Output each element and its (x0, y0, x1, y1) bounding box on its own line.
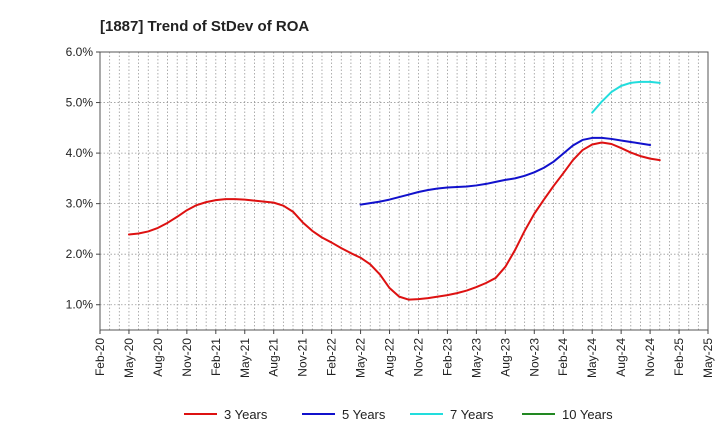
x-tick-label: Aug-20 (151, 338, 165, 377)
x-tick-label: May-21 (238, 338, 252, 378)
y-tick-label: 6.0% (66, 45, 94, 59)
series-line-3-years (127, 141, 661, 301)
x-tick-label: Nov-20 (180, 338, 194, 377)
plot-border (99, 51, 709, 331)
x-axis: Feb-20 May-20 Aug-20 Nov-20 Feb-21 May-21 Aug-… (93, 330, 715, 378)
x-tick-label: May-23 (469, 338, 483, 378)
x-tick-label: May-24 (585, 338, 599, 378)
x-tick-label: Feb-21 (209, 338, 223, 376)
legend-label: 10 Years (562, 407, 613, 422)
y-axis: 1.0% 2.0% 3.0% 4.0% 5.0% 6.0% (66, 45, 100, 312)
x-tick-label: Feb-24 (556, 338, 570, 376)
x-tick-label: Aug-21 (267, 338, 281, 377)
x-tick-label: Aug-23 (498, 338, 512, 377)
series-line-5-years (359, 136, 652, 206)
series-lines (127, 80, 661, 301)
x-tick-label: Nov-23 (527, 338, 541, 377)
legend: 3 Years 5 Years 7 Years 10 Years (184, 407, 613, 422)
x-tick-label: Aug-24 (614, 338, 628, 377)
legend-label: 5 Years (342, 407, 386, 422)
plot-area (99, 51, 709, 331)
y-tick-label: 3.0% (66, 197, 94, 211)
x-tick-label: Feb-23 (440, 338, 454, 376)
x-tick-label: Aug-22 (383, 338, 397, 377)
y-tick-label: 1.0% (66, 298, 94, 312)
series-line-7-years (591, 80, 661, 114)
legend-label: 3 Years (224, 407, 268, 422)
x-tick-label: May-20 (122, 338, 136, 378)
x-tick-label: May-22 (354, 338, 368, 378)
x-tick-label: May-25 (701, 338, 715, 378)
y-tick-label: 5.0% (66, 96, 94, 110)
y-tick-label: 4.0% (66, 146, 94, 160)
x-tick-label: Feb-22 (325, 338, 339, 376)
x-tick-label: Nov-22 (411, 338, 425, 377)
x-tick-label: Feb-25 (672, 338, 686, 376)
x-tick-label: Nov-21 (296, 338, 310, 377)
x-tick-label: Nov-24 (643, 338, 657, 377)
chart-title: [1887] Trend of StDev of ROA (100, 18, 309, 35)
y-tick-label: 2.0% (66, 247, 94, 261)
x-tick-label: Feb-20 (93, 338, 107, 376)
plot-background (100, 52, 708, 330)
legend-label: 7 Years (450, 407, 494, 422)
